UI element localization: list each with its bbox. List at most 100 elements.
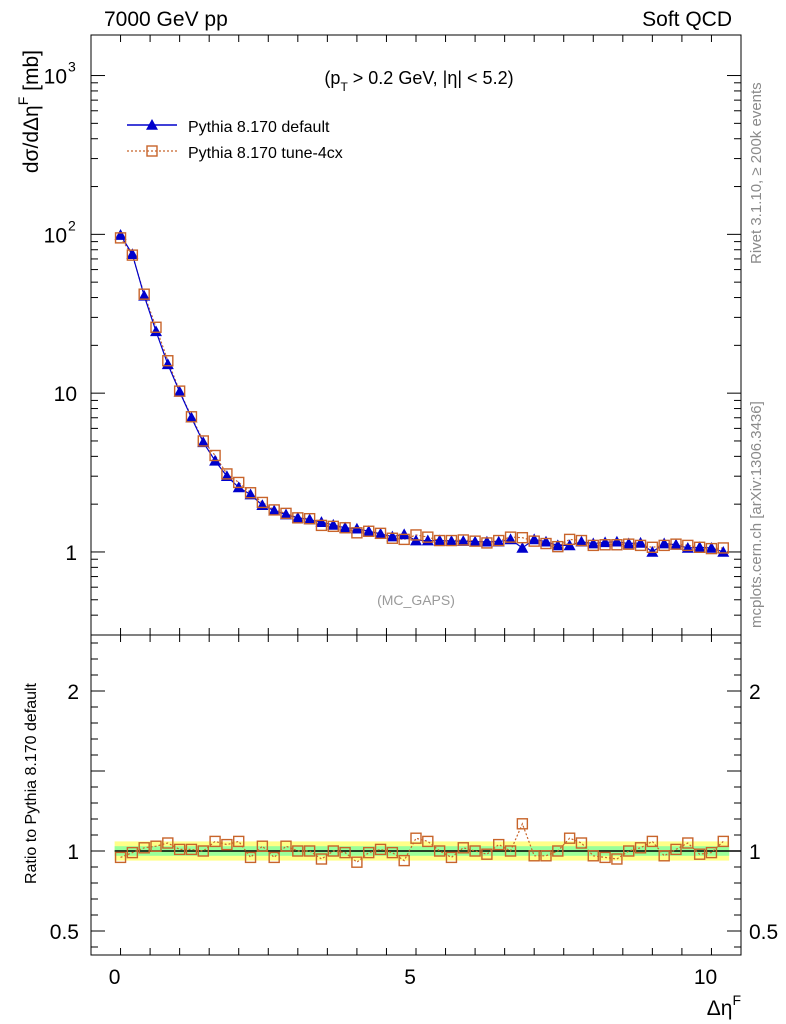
tune-4cx-point	[552, 540, 564, 553]
default-point	[138, 289, 151, 301]
default-point	[126, 248, 139, 259]
default-point	[551, 539, 564, 551]
tune-4cx-point	[292, 512, 304, 524]
ratio-point	[410, 832, 422, 844]
tune-4cx-point	[185, 411, 198, 423]
ratio-point	[682, 837, 694, 849]
ratio-point	[114, 851, 127, 864]
tune-4cx-point	[469, 535, 481, 547]
ratio-point	[138, 842, 150, 854]
tune-4cx-point	[433, 534, 446, 547]
ratio-y-tick-label-right: 1	[749, 841, 761, 864]
tune-4cx-point	[138, 288, 150, 300]
ratio-point	[292, 845, 304, 857]
ratio-point	[256, 840, 269, 852]
ratio-point	[646, 835, 659, 848]
tune-4cx-point	[209, 449, 221, 462]
ratio-point	[185, 843, 198, 856]
tune-4cx-point	[410, 529, 422, 541]
ratio-point	[386, 846, 399, 859]
default-point	[528, 533, 541, 545]
ratio-point	[398, 854, 410, 867]
default-point	[197, 436, 210, 448]
rivet-version-label: Rivet 3.1.10, ≥ 200k events	[748, 82, 765, 264]
tune-4cx-point	[221, 468, 233, 480]
y-tick-label: 10	[44, 224, 67, 247]
tune-4cx-point	[303, 512, 316, 525]
ratio-point	[422, 835, 434, 848]
ratio-point	[623, 845, 635, 857]
default-point	[540, 535, 552, 547]
ratio-point	[528, 850, 540, 862]
tune-4cx-point	[705, 542, 718, 555]
tune-4cx-point	[280, 507, 292, 520]
default-point	[268, 504, 281, 516]
default-point	[280, 508, 292, 520]
tune-4cx-point	[327, 520, 339, 533]
tune-4cx-point	[516, 531, 529, 544]
default-point	[339, 521, 352, 533]
default-point	[303, 513, 316, 525]
ratio-point	[504, 845, 517, 857]
tune-4cx-point	[575, 534, 588, 547]
ratio-y-tick-label-right: 2	[749, 681, 761, 704]
legend-default-label: Pythia 8.170 default	[188, 119, 330, 136]
tune-4cx-point	[173, 385, 186, 397]
ratio-point	[126, 846, 139, 859]
ratio-panel	[90, 634, 742, 956]
default-point	[610, 535, 623, 547]
tune-4cx-point	[717, 542, 729, 554]
tune-4cx-point	[587, 539, 599, 552]
ratio-point	[221, 838, 233, 851]
default-point	[433, 534, 446, 546]
y-tick-label-exponent: 3	[68, 59, 76, 75]
tune-4cx-point	[339, 522, 351, 534]
default-point	[374, 527, 387, 539]
ratio-point	[197, 845, 209, 857]
kinematic-cut-label: (pT > 0.2 GeV, |η| < 5.2)	[324, 68, 513, 94]
legend-tune-marker	[146, 145, 158, 157]
default-point	[150, 325, 162, 337]
default-point	[634, 536, 647, 548]
default-line	[120, 234, 724, 553]
tune-4cx-point	[634, 539, 647, 552]
ratio-point	[493, 838, 505, 851]
ratio-point	[351, 856, 363, 868]
tune-4cx-point	[445, 534, 458, 547]
tune-4cx-point	[150, 321, 162, 333]
y-tick-label: 10	[44, 66, 67, 89]
source-label: mcplots.cern.ch [arXiv:1306.3436]	[748, 401, 765, 628]
ratio-point	[327, 845, 339, 857]
ratio-point	[634, 842, 647, 854]
tune-4cx-point	[422, 531, 434, 543]
y-tick-label-exponent: 2	[68, 217, 76, 233]
y-tick-label: 10	[54, 383, 77, 406]
default-point	[173, 385, 186, 397]
ratio-point	[363, 846, 375, 859]
ratio-point	[705, 846, 718, 859]
tune-4cx-point	[599, 539, 611, 551]
ratio-point	[658, 850, 670, 862]
ratio-point	[575, 837, 588, 849]
tune-4cx-point	[233, 476, 245, 489]
analysis-label: (MC_GAPS)	[377, 592, 455, 608]
default-point	[693, 541, 706, 553]
default-point	[575, 535, 588, 547]
axis-ticks	[90, 35, 742, 955]
default-point	[185, 411, 198, 423]
tune-4cx-point	[114, 232, 127, 244]
default-point	[161, 358, 174, 370]
default-point	[516, 541, 529, 553]
default-point	[480, 535, 493, 547]
default-point	[492, 535, 505, 547]
x-tick-label: 0	[109, 966, 121, 989]
default-point	[646, 545, 659, 557]
data-marks	[114, 229, 730, 868]
tune-4cx-point	[256, 496, 269, 509]
process-label: Soft QCD	[642, 8, 732, 31]
ratio-point	[481, 848, 493, 860]
default-point	[244, 488, 257, 500]
tune-4cx-point	[363, 525, 375, 537]
default-point	[622, 537, 635, 549]
